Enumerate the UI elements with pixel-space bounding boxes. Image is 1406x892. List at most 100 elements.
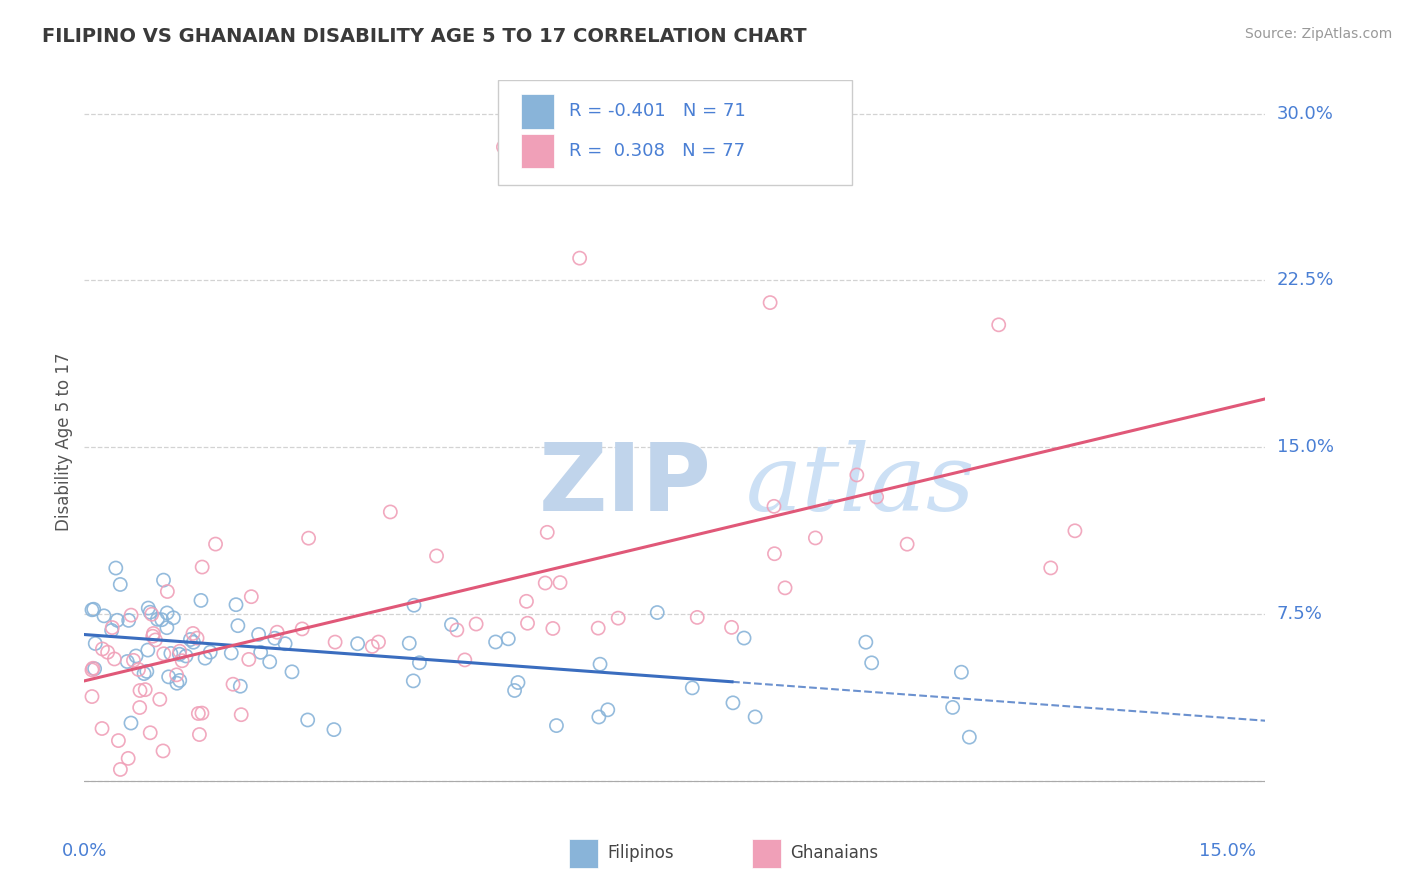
Point [721, 696, 744, 710]
Point [146, 612, 169, 626]
Point [82, 661, 104, 675]
Point [110, 763, 132, 777]
Point [91, 722, 114, 736]
Point [156, 621, 179, 635]
Point [118, 613, 141, 627]
Point [125, 648, 148, 663]
Text: 0.0%: 0.0% [62, 842, 107, 860]
Point [346, 637, 368, 651]
Point [865, 490, 887, 504]
Point [186, 631, 208, 645]
Point [188, 727, 211, 741]
Point [367, 635, 389, 649]
Point [120, 716, 142, 731]
Point [200, 645, 222, 659]
Point [152, 744, 174, 758]
Point [226, 618, 249, 632]
Point [607, 611, 630, 625]
Point [157, 670, 180, 684]
Point [380, 505, 402, 519]
Point [139, 725, 162, 739]
Point [440, 617, 463, 632]
Point [263, 631, 285, 645]
Point [942, 700, 965, 714]
Point [323, 723, 346, 737]
Point [686, 610, 709, 624]
Text: Ghanaians: Ghanaians [790, 845, 879, 863]
Point [174, 648, 197, 663]
Point [169, 673, 191, 688]
Text: atlas: atlas [745, 440, 976, 530]
Point [762, 500, 785, 514]
Point [83, 662, 105, 676]
Point [297, 713, 319, 727]
Point [136, 601, 159, 615]
Point [259, 655, 281, 669]
Point [183, 635, 205, 649]
Point [80, 663, 103, 677]
Point [128, 700, 150, 714]
Point [104, 561, 127, 575]
Point [804, 531, 827, 545]
Point [1039, 561, 1062, 575]
Point [134, 682, 156, 697]
Point [247, 627, 270, 641]
Point [129, 683, 152, 698]
Point [120, 608, 142, 623]
Point [97, 645, 120, 659]
Point [896, 537, 918, 551]
Point [506, 675, 529, 690]
Point [266, 625, 288, 640]
Point [149, 692, 172, 706]
Point [446, 623, 468, 637]
Bar [522, 94, 554, 128]
Point [139, 605, 162, 619]
Point [152, 573, 174, 587]
Point [169, 644, 191, 658]
Point [454, 653, 477, 667]
Point [128, 663, 150, 677]
Point [541, 622, 564, 636]
Point [136, 643, 159, 657]
Point [744, 710, 766, 724]
Point [398, 636, 420, 650]
Point [323, 635, 346, 649]
Text: R =  0.308   N = 77: R = 0.308 N = 77 [568, 142, 745, 160]
Point [484, 635, 506, 649]
Point [179, 632, 201, 647]
Bar [568, 838, 598, 868]
Point [361, 640, 384, 654]
Point [145, 632, 167, 647]
Point [498, 632, 520, 646]
Point [80, 603, 103, 617]
Point [135, 665, 157, 679]
Point [80, 690, 103, 704]
Point [122, 653, 145, 667]
Point [249, 645, 271, 659]
Point [103, 652, 125, 666]
Text: Source: ZipAtlas.com: Source: ZipAtlas.com [1244, 27, 1392, 41]
FancyBboxPatch shape [498, 80, 852, 185]
Point [225, 598, 247, 612]
Point [172, 654, 194, 668]
Point [187, 706, 209, 721]
Point [101, 621, 124, 635]
Point [160, 647, 183, 661]
Point [115, 655, 138, 669]
Point [190, 593, 212, 607]
Point [589, 657, 612, 672]
Point [546, 718, 568, 732]
Text: 7.5%: 7.5% [1277, 605, 1323, 623]
Point [105, 613, 128, 627]
Text: 22.5%: 22.5% [1277, 271, 1334, 289]
Point [83, 602, 105, 616]
Point [229, 679, 252, 693]
Point [191, 560, 214, 574]
Text: ZIP: ZIP [538, 439, 711, 531]
Point [91, 642, 114, 657]
Point [950, 665, 973, 680]
Point [860, 656, 883, 670]
Text: R = -0.401   N = 71: R = -0.401 N = 71 [568, 103, 745, 120]
Text: FILIPINO VS GHANAIAN DISABILITY AGE 5 TO 17 CORRELATION CHART: FILIPINO VS GHANAIAN DISABILITY AGE 5 TO… [42, 27, 807, 45]
Point [132, 666, 155, 681]
